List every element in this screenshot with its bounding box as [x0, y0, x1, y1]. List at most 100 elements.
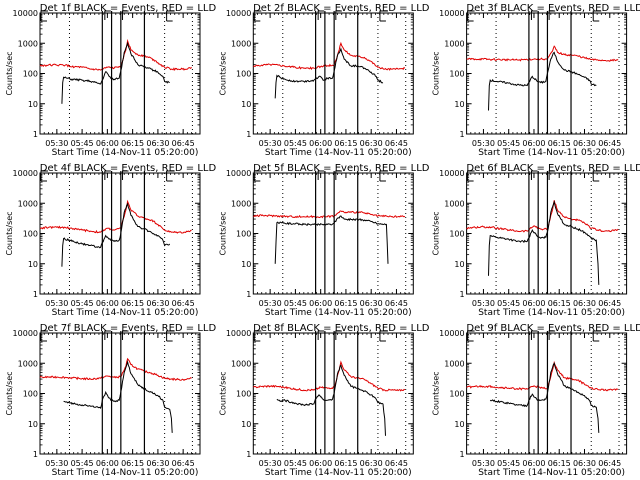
panel-det-9: Det 9f BLACK = Events, RED = LLD 1 10 100 10…: [432, 323, 640, 478]
plot-frame: [252, 172, 414, 295]
x-tick-label: 06:15: [548, 139, 571, 148]
panel-title: Det 5f BLACK = Events, RED = LLD: [253, 163, 430, 174]
panel-det-6: Det 6f BLACK = Events, RED = LLD 1 10 100 10…: [432, 163, 640, 318]
panel-det-5: Det 5f BLACK = Events, RED = LLD 1 10 100 10…: [218, 163, 429, 318]
y-tick-label: 10000: [439, 9, 464, 18]
y-axis-label: Counts/sec: [5, 371, 14, 415]
bracket-marker: [548, 170, 556, 180]
events-series-line: [63, 360, 173, 433]
y-tick-label: 100: [23, 230, 38, 239]
x-tick-label: 06:15: [334, 459, 357, 468]
bracket-marker: [166, 330, 175, 342]
panel-det-2: Det 2f BLACK = Events, RED = LLD 1 10 100 10…: [218, 3, 429, 158]
x-tick-label: 06:30: [146, 139, 169, 148]
y-tick-label: 1: [246, 450, 251, 459]
bracket-marker: [530, 10, 538, 20]
panel-det-3: Det 3f BLACK = Events, RED = LLD 1 10 100 10…: [432, 3, 640, 158]
lld-series-line: [466, 200, 619, 233]
bracket-marker: [467, 10, 475, 22]
panel-title: Det 3f BLACK = Events, RED = LLD: [466, 3, 640, 14]
x-tick-label: 05:30: [472, 139, 495, 148]
y-tick-label: 100: [449, 230, 464, 239]
x-tick-label: 05:30: [45, 139, 68, 148]
y-tick-label: 1: [246, 290, 251, 299]
bracket-marker: [122, 330, 129, 340]
bracket-marker: [104, 330, 111, 340]
y-tick-label: 10: [28, 420, 38, 429]
y-tick-label: 10000: [439, 329, 464, 338]
y-tick-label: 1000: [18, 199, 38, 208]
lld-series-line: [39, 357, 192, 381]
y-tick-label: 10000: [226, 169, 251, 178]
x-tick-label: 06:30: [573, 139, 596, 148]
x-tick-label: 05:45: [71, 299, 94, 308]
x-tick-label: 06:15: [548, 459, 571, 468]
bracket-marker: [317, 10, 325, 20]
y-tick-label: 100: [236, 70, 251, 79]
y-tick-label: 1: [460, 450, 465, 459]
x-axis-label: Start Time (14-Nov-11 05:20:00): [478, 468, 625, 478]
y-tick-label: 10000: [226, 329, 251, 338]
x-tick-label: 06:15: [121, 299, 144, 308]
x-tick-label: 05:45: [284, 299, 307, 308]
y-tick-label: 10: [454, 260, 464, 269]
y-tick-label: 10000: [13, 329, 38, 338]
x-tick-label: 06:15: [548, 299, 571, 308]
x-tick-label: 05:30: [259, 459, 282, 468]
x-tick-label: 06:00: [309, 139, 332, 148]
x-axis-label: Start Time (14-Nov-11 05:20:00): [478, 148, 625, 158]
y-tick-label: 10000: [439, 169, 464, 178]
y-tick-label: 1000: [18, 359, 38, 368]
panel-title: Det 1f BLACK = Events, RED = LLD: [40, 3, 217, 14]
y-tick-label: 1000: [444, 199, 464, 208]
events-series-line: [274, 47, 384, 99]
x-tick-label: 06:15: [334, 139, 357, 148]
x-axis-label: Start Time (14-Nov-11 05:20:00): [265, 308, 412, 318]
x-tick-label: 06:45: [598, 459, 621, 468]
bracket-marker: [379, 170, 388, 182]
y-tick-label: 10: [28, 260, 38, 269]
bracket-marker: [592, 330, 602, 342]
panel-title: Det 7f BLACK = Events, RED = LLD: [40, 323, 217, 334]
x-tick-label: 06:45: [385, 139, 408, 148]
x-tick-label: 05:45: [284, 139, 307, 148]
x-tick-label: 06:15: [334, 299, 357, 308]
y-tick-label: 1000: [18, 39, 38, 48]
x-tick-label: 06:45: [172, 139, 195, 148]
plot-frame: [39, 332, 201, 455]
bracket-marker: [40, 170, 48, 182]
y-tick-label: 100: [23, 390, 38, 399]
bracket-marker: [40, 330, 48, 342]
y-axis-label: Counts/sec: [218, 371, 227, 415]
bracket-marker: [104, 10, 111, 20]
x-tick-label: 06:00: [522, 139, 545, 148]
x-tick-label: 05:30: [472, 459, 495, 468]
x-tick-label: 06:30: [360, 299, 383, 308]
y-axis-label: Counts/sec: [432, 51, 441, 95]
x-tick-label: 06:30: [573, 299, 596, 308]
bracket-marker: [166, 170, 175, 182]
y-tick-label: 1: [460, 130, 465, 139]
lld-series-line: [466, 360, 619, 392]
events-series-line: [276, 364, 386, 436]
y-axis-label: Counts/sec: [218, 211, 227, 255]
y-axis-label: Counts/sec: [432, 371, 441, 415]
bracket-marker: [122, 10, 129, 20]
bracket-marker: [379, 10, 388, 22]
x-tick-label: 06:30: [146, 299, 169, 308]
x-tick-label: 05:45: [71, 139, 94, 148]
x-tick-label: 05:30: [472, 299, 495, 308]
x-tick-label: 05:45: [71, 459, 94, 468]
y-tick-label: 10000: [13, 169, 38, 178]
events-series-line: [488, 200, 600, 285]
x-tick-label: 05:45: [497, 139, 520, 148]
bracket-marker: [335, 10, 342, 20]
x-tick-label: 06:45: [598, 299, 621, 308]
panel-det-7: Det 7f BLACK = Events, RED = LLD 1 10 100 10…: [5, 323, 216, 478]
panel-title: Det 9f BLACK = Events, RED = LLD: [466, 323, 640, 334]
bracket-marker: [317, 170, 325, 180]
x-tick-label: 06:15: [121, 139, 144, 148]
bracket-marker: [335, 330, 342, 340]
events-series-line: [489, 362, 600, 433]
y-tick-label: 10: [454, 420, 464, 429]
